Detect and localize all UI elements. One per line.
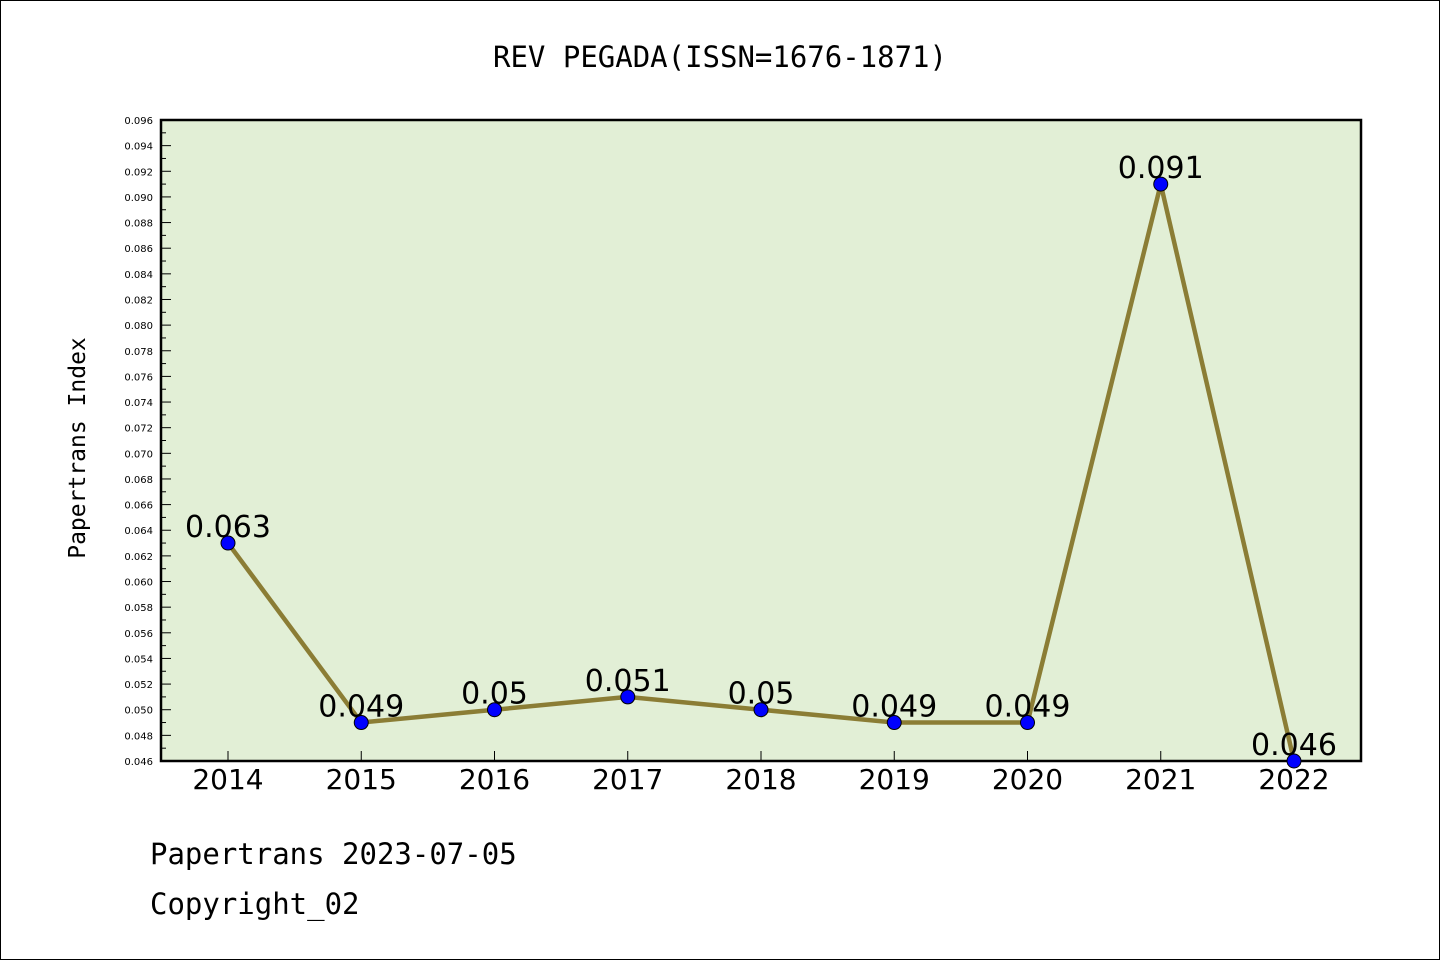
footer-date: Papertrans 2023-07-05 — [150, 837, 517, 871]
y-axis-label: Papertrans Index — [65, 337, 91, 559]
y-tick-label: 0.054 — [124, 654, 153, 665]
data-point — [753, 702, 769, 718]
y-tick-label: 0.088 — [124, 219, 153, 230]
y-tick-label: 0.060 — [124, 578, 153, 589]
data-point — [353, 715, 369, 731]
y-tick-label: 0.064 — [124, 526, 153, 537]
footer-copyright: Copyright_02 — [150, 887, 360, 922]
data-point — [1020, 715, 1035, 731]
y-tick-label: 0.084 — [124, 270, 153, 281]
data-point — [620, 689, 636, 705]
y-tick-label: 0.078 — [124, 347, 153, 358]
x-tick-label: 2020 — [992, 763, 1063, 796]
plot-area — [159, 118, 1363, 763]
y-tick-label: 0.048 — [124, 731, 153, 742]
y-tick-label: 0.052 — [124, 680, 153, 691]
y-tick-label: 0.050 — [124, 706, 153, 717]
y-tick-label: 0.086 — [124, 244, 153, 255]
data-label: 0.046 — [1251, 728, 1337, 763]
chart-title: REV PEGADA(ISSN=1676-1871) — [493, 40, 947, 74]
x-tick-label: 2021 — [1125, 763, 1196, 796]
y-tick-label: 0.082 — [124, 295, 153, 306]
x-tick-label: 2018 — [725, 763, 796, 796]
y-tick-label: 0.080 — [124, 321, 153, 332]
y-tick-label: 0.066 — [124, 501, 153, 512]
x-tick-label: 2015 — [326, 763, 397, 796]
data-label: 0.05 — [728, 677, 795, 712]
y-axis: 0.046 0.048 0.050 0.052 0.054 0.056 0.058 0.060… — [124, 116, 171, 768]
data-label: 0.05 — [461, 677, 528, 712]
x-tick-label: 2019 — [859, 763, 930, 796]
data-point — [886, 715, 902, 731]
data-point — [487, 702, 502, 718]
y-tick-label: 0.046 — [124, 757, 153, 768]
data-label: 0.049 — [318, 690, 404, 725]
y-tick-label: 0.070 — [124, 449, 153, 460]
y-tick-label: 0.056 — [124, 629, 153, 640]
data-labels: 0.063 0.049 0.05 0.051 0.05 0.049 0.049 0.091 0.… — [185, 151, 1337, 763]
data-point — [220, 535, 236, 551]
x-axis: 2014 2015 2016 2017 2018 2019 2020 2021 2022 — [192, 751, 1330, 796]
y-tick-label: 0.076 — [124, 372, 153, 383]
y-tick-label: 0.092 — [124, 167, 153, 178]
y-tick-label: 0.074 — [124, 398, 153, 409]
y-tick-label: 0.072 — [124, 424, 153, 435]
data-label: 0.091 — [1118, 151, 1204, 186]
y-tick-label: 0.094 — [124, 142, 153, 153]
y-tick-label: 0.068 — [124, 475, 153, 486]
data-point — [1153, 176, 1169, 192]
data-label: 0.049 — [985, 690, 1071, 725]
data-label: 0.051 — [585, 664, 671, 699]
y-tick-label: 0.090 — [124, 193, 153, 204]
y-tick-label: 0.096 — [124, 116, 153, 127]
y-tick-label: 0.058 — [124, 603, 153, 614]
data-label: 0.063 — [185, 510, 271, 545]
x-tick-label: 2014 — [192, 763, 263, 796]
x-tick-label: 2017 — [592, 763, 663, 796]
series-papertrans-index — [220, 176, 1302, 769]
x-tick-label: 2016 — [459, 763, 530, 796]
data-point — [1286, 753, 1302, 769]
y-tick-label: 0.062 — [124, 552, 153, 563]
data-label: 0.049 — [851, 690, 937, 725]
